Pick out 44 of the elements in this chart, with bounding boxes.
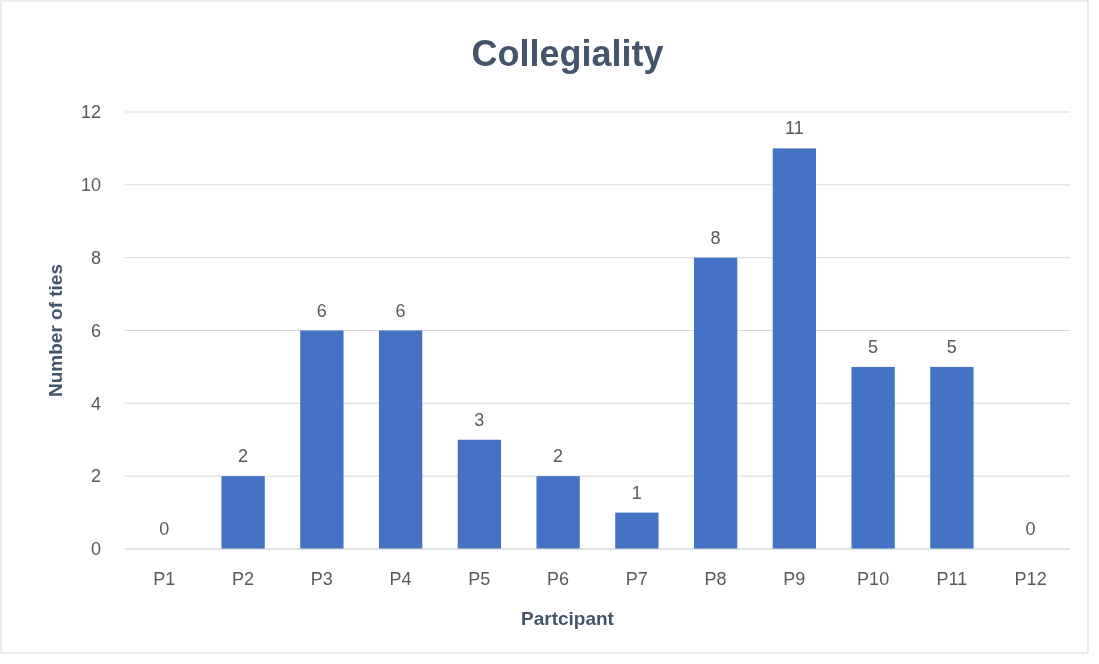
x-tick-label: P12: [1014, 569, 1047, 589]
x-tick-label: P4: [389, 569, 412, 589]
y-tick-label: 8: [90, 247, 101, 268]
data-label: 5: [946, 336, 957, 357]
x-tick-label: P5: [468, 569, 491, 589]
bar: [615, 512, 659, 549]
y-axis-title: Number of ties: [45, 263, 66, 398]
x-tick-label: P7: [625, 569, 648, 589]
y-tick-label: 4: [90, 393, 101, 414]
bar: [300, 330, 344, 549]
x-tick-label: P11: [936, 569, 968, 589]
bar: [536, 476, 580, 549]
x-tick-label: P9: [783, 569, 806, 589]
data-label: 2: [553, 446, 564, 467]
data-label: 0: [159, 519, 170, 539]
data-label: 11: [785, 118, 804, 139]
bar: [851, 366, 895, 549]
y-tick-label: 2: [90, 466, 101, 487]
x-tick-label: P8: [704, 569, 727, 589]
bar: [772, 148, 817, 549]
y-tick-label: 12: [80, 102, 101, 123]
x-axis-title: Partcipant: [521, 608, 615, 629]
chart-title: Collegiality: [471, 33, 664, 74]
bar: [378, 330, 423, 549]
data-label: 6: [395, 300, 406, 321]
y-tick-label: 0: [90, 539, 101, 560]
data-label: 5: [868, 336, 879, 357]
x-tick-label: P2: [232, 569, 255, 589]
data-label: 0: [1025, 519, 1036, 539]
bar: [930, 366, 974, 549]
bar: [693, 257, 738, 549]
data-label: 8: [710, 227, 721, 248]
x-tick-label: P3: [310, 569, 333, 589]
x-tick-label: P6: [547, 569, 570, 589]
bar: [457, 439, 502, 549]
data-label: 2: [238, 446, 249, 467]
x-tick-label: P1: [153, 569, 176, 589]
data-label: 1: [631, 482, 642, 503]
y-tick-label: 10: [80, 175, 101, 196]
bar: [221, 476, 265, 549]
data-label: 6: [316, 300, 327, 321]
data-label: 3: [474, 409, 485, 430]
y-tick-label: 6: [90, 320, 101, 341]
x-tick-label: P10: [857, 569, 890, 589]
